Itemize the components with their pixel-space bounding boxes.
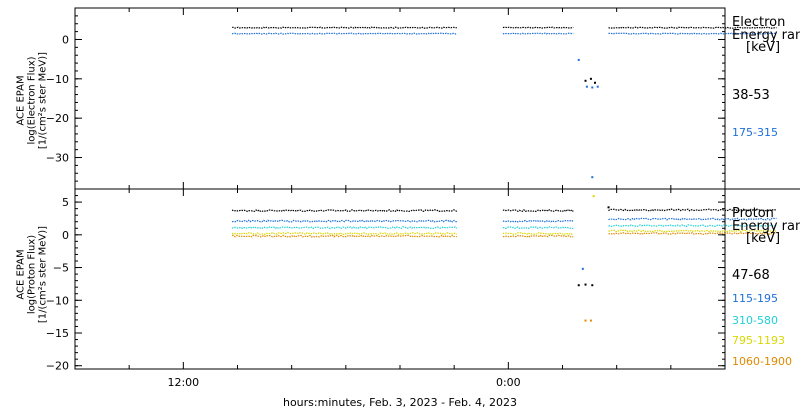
electron-ytick-label: −10	[46, 73, 69, 86]
electron-ylabel: ACE EPAM log(Electron Flux) [1/(cm²s ste…	[16, 46, 49, 156]
proton-series-310-580	[502, 226, 574, 230]
proton-point-115-195	[581, 267, 584, 270]
proton-legend-unit: [keV]	[746, 231, 781, 246]
proton-legend-series-3: 310-580	[732, 314, 778, 327]
proton-series-115-195	[232, 219, 457, 223]
electron-point-175-315	[577, 58, 580, 61]
proton-legend-subtitle: Energy ran	[732, 219, 800, 234]
proton-series-1060-1900	[608, 231, 777, 236]
proton-series-1060-1900	[502, 234, 574, 238]
proton-series-795-1193	[231, 231, 458, 236]
x-tick-label: 12:00	[167, 376, 199, 389]
proton-series-47-68	[502, 208, 574, 213]
electron-legend-subtitle: Energy ran	[732, 28, 800, 43]
proton-ytick-label: −5	[53, 262, 69, 275]
x-axis-title: hours:minutes, Feb. 3, 2023 - Feb. 4, 20…	[282, 396, 518, 409]
axis-ticks: 0 −10 −20 −30 5 0 −5 −10 −15 −20 12:00 0:00	[46, 8, 726, 389]
proton-ylabel-line3: [1/(cm²s ster MeV)]	[37, 225, 49, 324]
electron-point-175-315	[585, 85, 588, 88]
proton-series-47-68	[608, 208, 777, 212]
electron-ylabel-line2: log(Electron Flux)	[26, 56, 38, 145]
electron-point-175-315	[591, 176, 594, 179]
proton-ylabel: ACE EPAM log(Proton Flux) [1/(cm²s ster …	[16, 220, 49, 330]
proton-series-115-195	[502, 219, 574, 223]
proton-series-310-580	[231, 226, 458, 230]
electron-point-38-53	[589, 77, 592, 80]
electron-ytick-label: −20	[46, 112, 69, 125]
proton-series-115-195	[608, 217, 777, 221]
electron-ylabel-line1: ACE EPAM	[15, 75, 27, 126]
electron-point-175-315	[596, 85, 599, 88]
proton-point-47-68	[607, 206, 610, 209]
proton-point-795-1193	[592, 195, 595, 198]
electron-series-175-315	[608, 32, 777, 35]
proton-legend-title: Proton	[732, 206, 774, 221]
proton-point-47-68	[584, 283, 587, 286]
electron-series-38-53	[232, 26, 457, 29]
electron-ytick-label: −30	[46, 152, 69, 165]
proton-series-795-1193	[502, 232, 574, 235]
electron-legend-title: Electron	[732, 15, 786, 30]
electron-point-38-53	[584, 79, 587, 82]
proton-legend-series-5: 1060-1900	[732, 355, 792, 368]
electron-series-175-315	[231, 32, 458, 35]
electron-ylabel-line3: [1/(cm²s ster MeV)]	[37, 51, 49, 150]
electron-series-38-53	[502, 26, 574, 29]
proton-point-1060-1900	[589, 319, 592, 322]
electron-legend-unit: [keV]	[746, 40, 781, 55]
electron-series-175-315	[502, 32, 574, 35]
electron-point-38-53	[594, 81, 596, 84]
proton-series-47-68	[231, 209, 458, 213]
proton-point-1060-1900	[584, 319, 587, 322]
electron-point-175-315	[591, 86, 594, 89]
electron-legend-series-2: 175-315	[732, 126, 778, 139]
data-marks	[231, 26, 777, 322]
electron-ytick-label: 0	[62, 33, 69, 46]
electron-legend-series-1: 38-53	[732, 88, 770, 103]
proton-ylabel-line2: log(Proton Flux)	[26, 234, 38, 315]
proton-legend-series-4: 795-1193	[732, 334, 785, 347]
proton-ytick-label: −20	[46, 360, 69, 373]
proton-ylabel-line1: ACE EPAM	[15, 249, 27, 300]
proton-series-1060-1900	[232, 234, 457, 238]
proton-legend-series-2: 115-195	[732, 292, 778, 305]
proton-ytick-label: 5	[62, 196, 69, 209]
proton-ytick-label: 0	[62, 229, 69, 242]
x-tick-label: 0:00	[496, 376, 521, 389]
proton-ytick-label: −15	[46, 327, 69, 340]
proton-ytick-label: −10	[46, 294, 69, 307]
proton-legend-series-1: 47-68	[732, 268, 770, 283]
proton-point-47-68	[577, 284, 580, 287]
proton-series-795-1193	[608, 229, 777, 233]
proton-point-47-68	[591, 284, 594, 287]
